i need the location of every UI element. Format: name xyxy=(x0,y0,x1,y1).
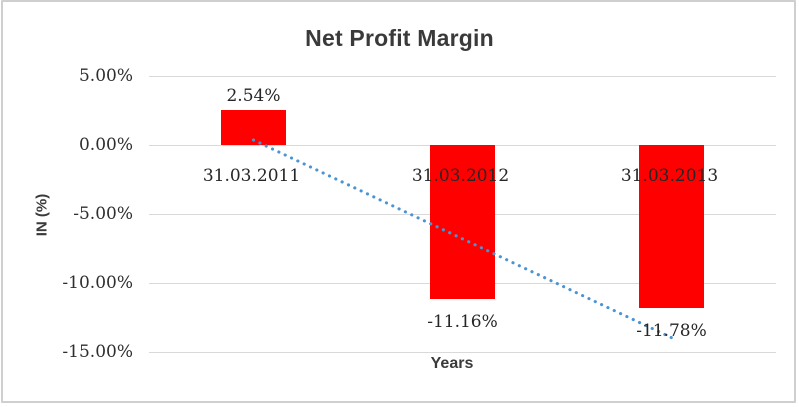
y-tick-label: -15.00% xyxy=(62,342,133,362)
x-axis-title: Years xyxy=(430,355,474,372)
data-label: -11.16% xyxy=(427,312,498,332)
data-label: -11.78% xyxy=(636,320,707,341)
trendline-dotted xyxy=(251,138,674,340)
y-tick-label: 0.00% xyxy=(78,135,133,155)
category-label: 31.03.2013 xyxy=(620,166,719,186)
bar xyxy=(639,145,704,308)
bar xyxy=(430,145,495,299)
gridline xyxy=(149,351,776,353)
category-label: 31.03.2011 xyxy=(202,166,301,186)
category-label: 31.03.2012 xyxy=(411,166,510,186)
chart-title: Net Profit Margin xyxy=(305,25,494,51)
y-tick-label: 5.00% xyxy=(78,66,133,86)
y-tick-label: -5.00% xyxy=(73,204,133,224)
data-label: 2.54% xyxy=(226,85,281,106)
gridline xyxy=(149,75,776,77)
y-tick-label: -10.00% xyxy=(62,273,133,293)
